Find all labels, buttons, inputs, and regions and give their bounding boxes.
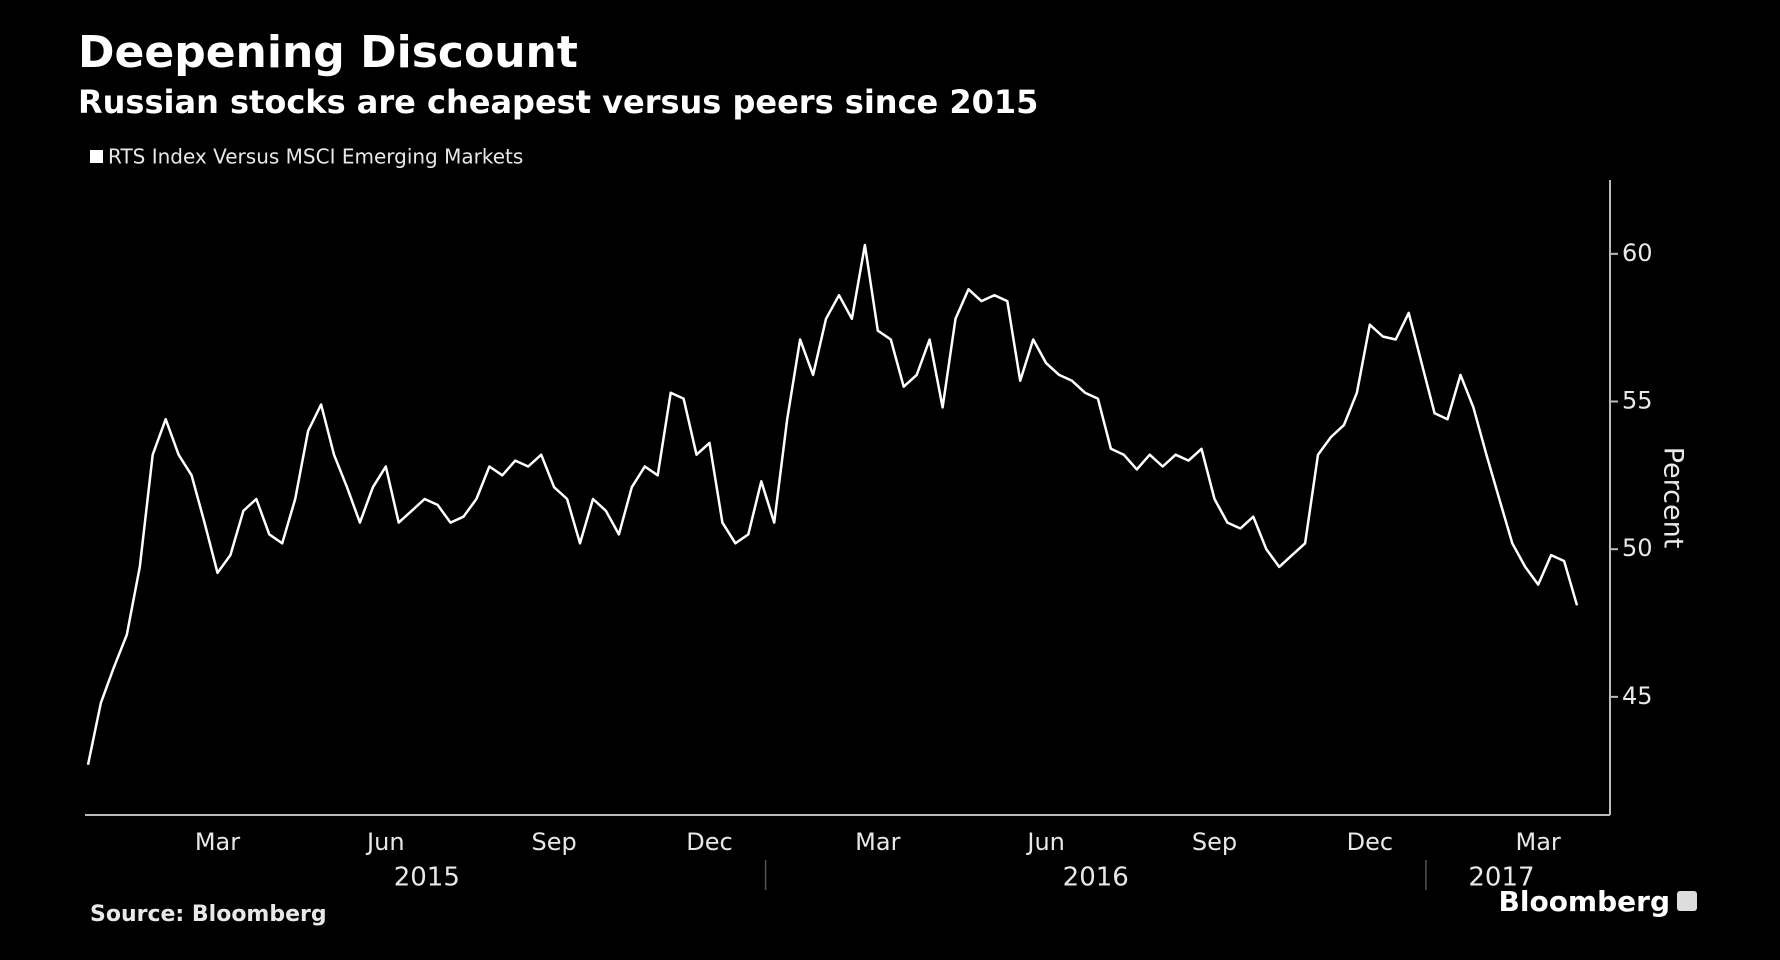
y-tick-label: 60 (1622, 239, 1653, 267)
x-tick-label: Dec (686, 828, 732, 856)
legend-label: RTS Index Versus MSCI Emerging Markets (108, 145, 523, 169)
x-tick-label: Mar (855, 828, 900, 856)
x-group-label: 2017 (1468, 863, 1534, 893)
x-tick-label: Mar (195, 828, 240, 856)
y-axis-label: Percent (1658, 447, 1689, 549)
brand-icon (1677, 891, 1697, 911)
x-group-label: 2016 (1063, 863, 1129, 893)
source-note: Source: Bloomberg (90, 902, 327, 927)
y-tick-label: 50 (1622, 534, 1653, 562)
brand-logo: Bloomberg (1499, 885, 1670, 918)
y-tick-label: 45 (1622, 682, 1653, 710)
x-tick-label: Sep (1192, 828, 1237, 856)
chart-subtitle: Russian stocks are cheapest versus peers… (78, 83, 1038, 121)
chart-title: Deepening Discount (78, 27, 578, 78)
x-tick-label: Sep (532, 828, 577, 856)
x-tick-label: Mar (1516, 828, 1561, 856)
x-tick-label: Jun (365, 828, 405, 856)
y-tick-label: 55 (1622, 387, 1653, 415)
data-line (86, 243, 1579, 766)
legend-swatch (90, 150, 103, 163)
x-tick-label: Jun (1025, 828, 1065, 856)
x-group-label: 2015 (394, 863, 460, 893)
x-tick-label: Dec (1347, 828, 1393, 856)
